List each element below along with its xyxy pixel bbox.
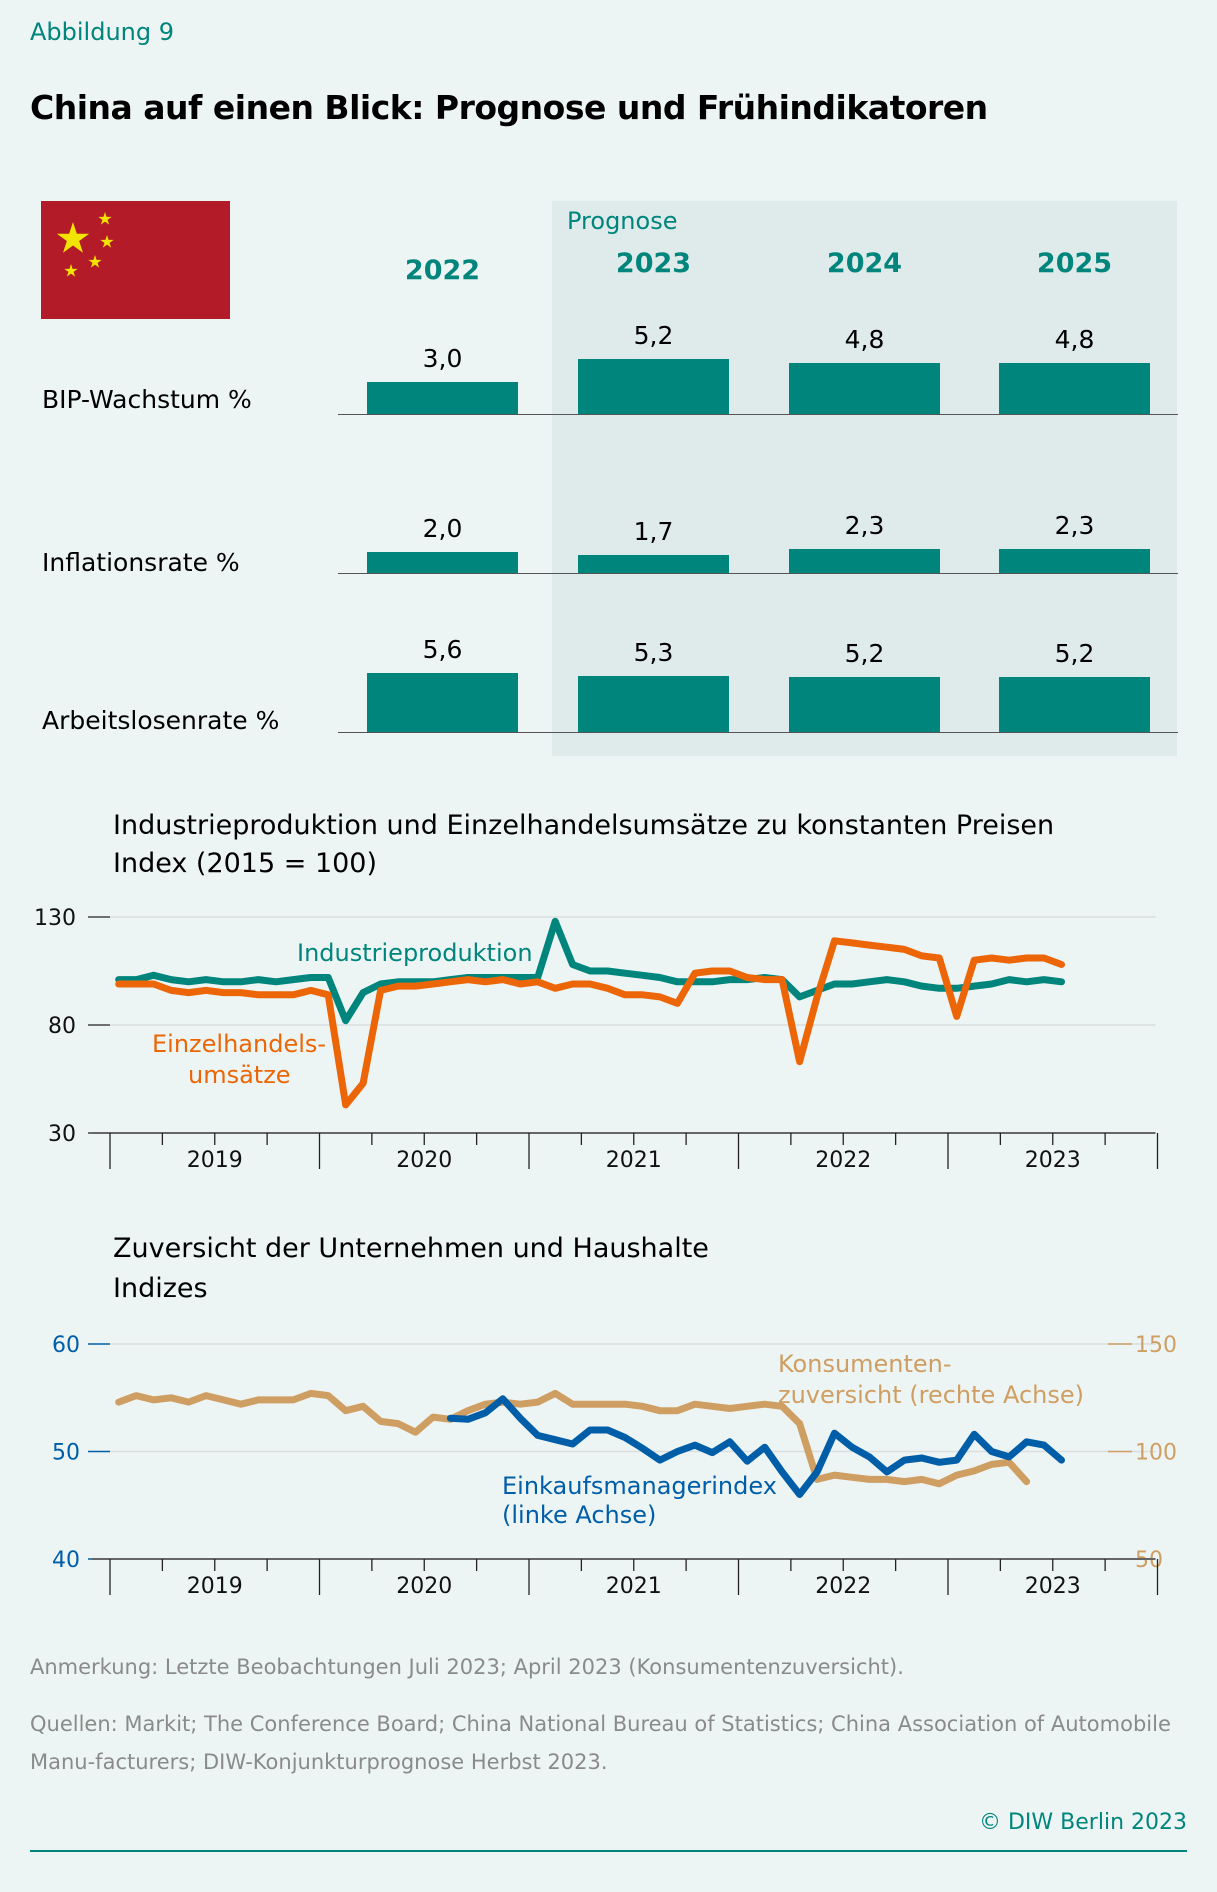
chart1-subtitle: Index (2015 = 100): [113, 848, 378, 879]
row-baseline: [338, 732, 1178, 733]
annotation-einzelhandelsumsaetze: umsätze: [188, 1061, 291, 1089]
x-tick-label-2021: 2021: [606, 1574, 662, 1599]
x-tick-label-2023: 2023: [1025, 1574, 1081, 1599]
year-header-2022: 2022: [404, 255, 481, 286]
bar-2025: [999, 363, 1150, 414]
annotation-industrieproduktion: Industrieproduktion: [297, 939, 533, 967]
flag-small-star: [98, 212, 112, 225]
bar-2024: [789, 363, 940, 414]
y-left-tick-label: 40: [52, 1548, 80, 1573]
footer-note: Anmerkung: Letzte Beobachtungen Juli 202…: [30, 1655, 904, 1679]
bar-2025: [999, 549, 1150, 573]
bar-value-label: 5,3: [633, 638, 674, 667]
x-tick-label-2022: 2022: [815, 1148, 871, 1173]
chart2-subtitle: Indizes: [113, 1273, 208, 1304]
bar-2023: [578, 555, 729, 573]
bar-2023: [578, 676, 729, 732]
x-tick-label-2023: 2023: [1025, 1148, 1081, 1173]
row-baseline: [338, 573, 1178, 574]
row-label: BIP-Wachstum %: [42, 385, 252, 414]
bar-value-label: 1,7: [633, 517, 674, 546]
annotation-einzelhandelsumsaetze: Einzelhandels-: [152, 1030, 326, 1058]
bar-2022: [367, 673, 518, 732]
row-label: Inflationsrate %: [42, 548, 240, 577]
forecast-label: Prognose: [567, 207, 678, 235]
bar-value-label: 2,3: [844, 511, 885, 540]
annotation-einkaufsmanagerindex: Einkaufsmanagerindex: [502, 1472, 777, 1500]
bar-2025: [999, 677, 1150, 732]
x-tick-label-2022: 2022: [815, 1574, 871, 1599]
y-left-tick-label: 50: [52, 1441, 80, 1466]
chart1-title: Industrieproduktion und Einzelhandelsums…: [113, 810, 1055, 841]
x-tick-label-2019: 2019: [187, 1574, 243, 1599]
copyright: © DIW Berlin 2023: [979, 1810, 1187, 1835]
flag-small-star: [64, 264, 78, 277]
bar-value-label: 3,0: [422, 344, 463, 373]
x-tick-label-2019: 2019: [187, 1148, 243, 1173]
bar-2022: [367, 382, 518, 414]
flag-small-star: [88, 255, 102, 268]
bar-value-label: 5,2: [633, 321, 674, 350]
y-right-tick-label: 100: [1135, 1441, 1177, 1466]
bar-value-label: 5,6: [422, 635, 463, 664]
bar-value-label: 5,2: [1054, 639, 1095, 668]
bar-value-label: 2,3: [1054, 511, 1095, 540]
flag-small-star: [100, 235, 114, 248]
bar-2024: [789, 677, 940, 732]
y-tick-label: 80: [48, 1014, 76, 1039]
bar-2022: [367, 552, 518, 573]
bar-value-label: 4,8: [1054, 325, 1095, 354]
y-tick-label: 30: [48, 1122, 76, 1147]
footer-divider: [30, 1850, 1187, 1852]
x-tick-label-2020: 2020: [396, 1148, 452, 1173]
forecast-shaded-area: [552, 201, 1177, 756]
series-line-einkaufsmanagerindex: [446, 1395, 1065, 1498]
figure-label: Abbildung 9: [30, 18, 175, 46]
row-baseline: [338, 414, 1178, 415]
year-header-2025: 2025: [1036, 248, 1113, 279]
row-label: Arbeitslosenrate %: [42, 706, 280, 735]
bar-2024: [789, 549, 940, 573]
year-header-2023: 2023: [615, 248, 692, 279]
china-flag-icon: [41, 201, 230, 319]
series-line-einzelhandelsumsaetze: [115, 937, 1065, 1109]
annotation-einkaufsmanagerindex: (linke Achse): [502, 1501, 656, 1529]
bar-2023: [578, 359, 729, 414]
bar-value-label: 5,2: [844, 639, 885, 668]
series-line-industrieproduktion: [115, 917, 1065, 1025]
year-header-2024: 2024: [826, 248, 903, 279]
y-right-tick-label: 150: [1135, 1333, 1177, 1358]
x-tick-label-2021: 2021: [606, 1148, 662, 1173]
y-tick-label: 130: [34, 906, 76, 931]
chart1-industry-retail: 130 80 30 2019 2020 2021 2022 2023 Industrieprod…: [34, 906, 1159, 1173]
y-right-tick-label: 50: [1135, 1548, 1163, 1573]
x-tick-label-2020: 2020: [396, 1574, 452, 1599]
footer-sources: Quellen: Markit; The Conference Board; C…: [30, 1712, 1171, 1774]
y-left-tick-label: 60: [52, 1333, 80, 1358]
chart2-confidence: 60 50 40 150 100 50 2019 2020 2021 2022 2023 Konsum…: [52, 1333, 1177, 1599]
series-line-konsumentenzuversicht: [115, 1389, 1031, 1488]
annotation-konsumentenzuversicht: zuversicht (rechte Achse): [778, 1381, 1084, 1409]
flag-large-star: [56, 222, 90, 253]
chart2-title: Zuversicht der Unternehmen und Haushalte: [113, 1233, 709, 1264]
bar-value-label: 2,0: [422, 514, 463, 543]
annotation-konsumentenzuversicht: Konsumenten-: [778, 1350, 952, 1378]
bar-value-label: 4,8: [844, 325, 885, 354]
figure-title: China auf einen Blick: Prognose und Früh…: [30, 88, 988, 127]
